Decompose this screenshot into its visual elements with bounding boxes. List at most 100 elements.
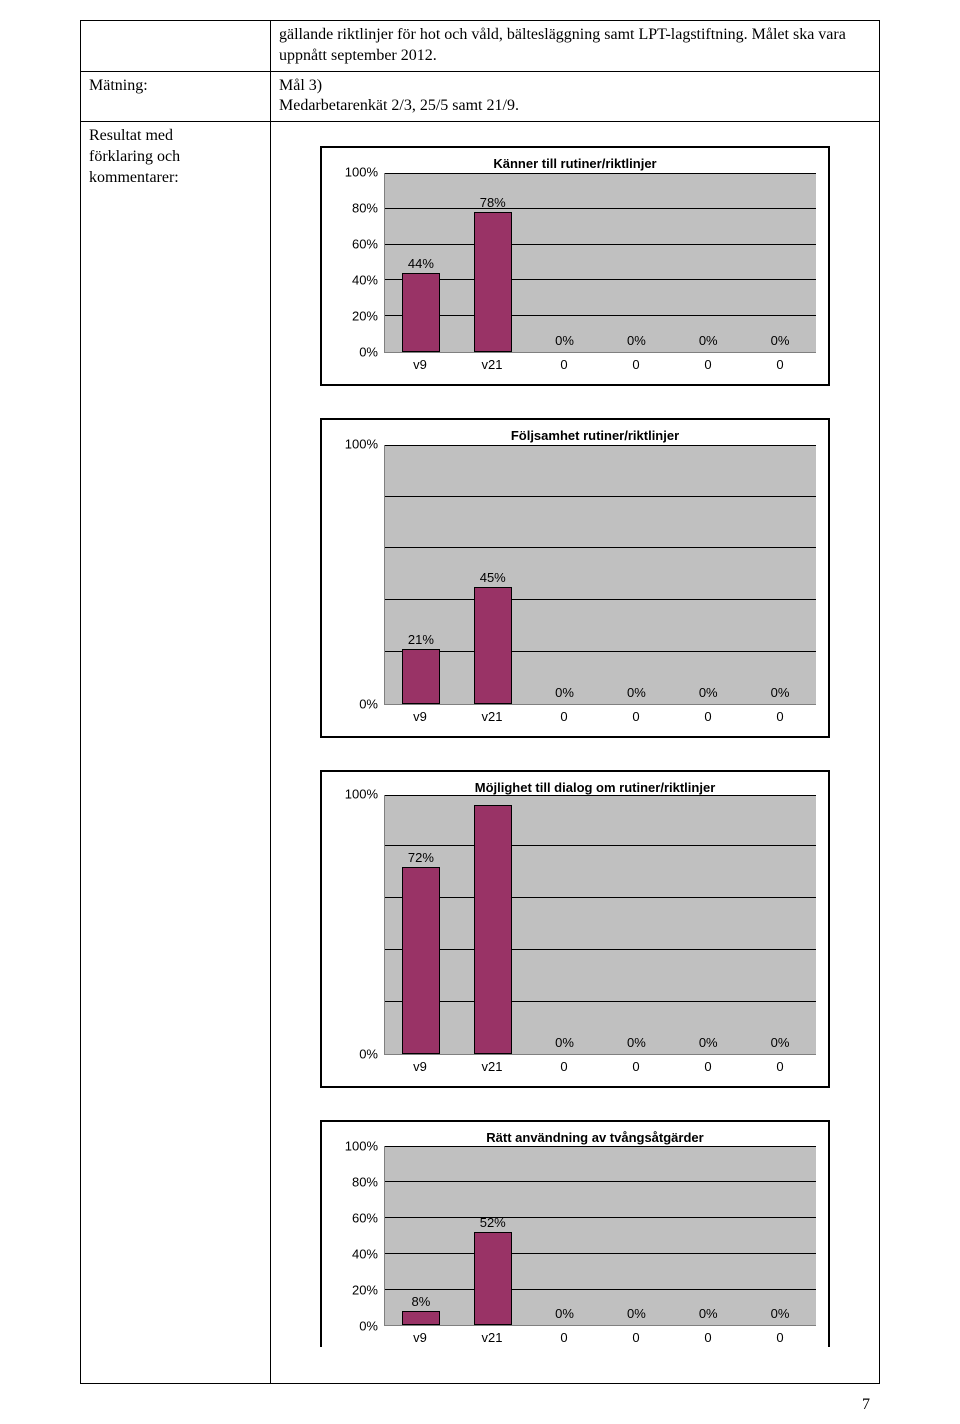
chart-2-title: Följsamhet rutiner/riktlinjer <box>334 428 816 445</box>
xlabel: 0 <box>672 353 744 374</box>
bar-slot: 0% <box>600 173 672 352</box>
ylabel: 0% <box>359 696 378 713</box>
bar-slot: 0% <box>672 795 744 1054</box>
ylabel: 0% <box>359 345 378 362</box>
bar-value: 0% <box>617 1035 655 1052</box>
bar-slot: 0% <box>672 173 744 352</box>
chart-2-box: Följsamhet rutiner/riktlinjer 100% 0% <box>320 418 830 738</box>
bar: 0% <box>617 703 655 704</box>
bar-value: 21% <box>403 632 439 649</box>
bar-slot: 0% <box>529 445 601 704</box>
bar: 0% <box>689 1053 727 1054</box>
ylabel: 60% <box>352 237 378 254</box>
bar-value: 0% <box>617 685 655 702</box>
bar: 0% <box>546 703 584 704</box>
bar: 0% <box>617 1053 655 1054</box>
bar-slot: 0% <box>672 1146 744 1325</box>
bar-slot: 44% <box>385 173 457 352</box>
row-resultat-label-l3: kommentarer: <box>89 169 179 186</box>
bar-value: 45% <box>475 570 511 587</box>
xlabel: 0 <box>528 1326 600 1347</box>
chart-1-title: Känner till rutiner/riktlinjer <box>334 156 816 173</box>
xlabel: 0 <box>600 1055 672 1076</box>
xlabel: 0 <box>600 705 672 726</box>
chart-3-xaxis: v9 v21 0 0 0 0 <box>384 1055 816 1076</box>
bar-value: 0% <box>761 685 799 702</box>
bar-value: 78% <box>475 195 511 212</box>
chart-2: Följsamhet rutiner/riktlinjer 100% 0% <box>320 418 830 738</box>
row-resultat-label-l1: Resultat med <box>89 127 173 144</box>
bar-slot: 0% <box>744 445 816 704</box>
xlabel: 0 <box>744 1055 816 1076</box>
chart-3-plot: 72% 0% 0% 0% 0% <box>384 795 816 1055</box>
bar: 8% <box>402 1311 440 1325</box>
chart-2-bars: 21% 45% 0% 0% 0% 0% <box>385 445 816 704</box>
bar-value: 72% <box>403 850 439 867</box>
chart-4-yaxis: 100% 80% 60% 40% 20% 0% <box>334 1146 384 1326</box>
chart-2-yaxis: 100% 0% <box>334 445 384 705</box>
chart-4-plot: 8% 52% 0% 0% 0% 0% <box>384 1146 816 1326</box>
ylabel: 20% <box>352 1282 378 1299</box>
chart-3: Möjlighet till dialog om rutiner/riktlin… <box>320 770 830 1088</box>
bar: 0% <box>689 351 727 352</box>
xlabel: v9 <box>384 353 456 374</box>
xlabel: v21 <box>456 1326 528 1347</box>
row-matning-label: Mätning: <box>81 72 271 122</box>
xlabel: v21 <box>456 705 528 726</box>
chart-4: Rätt användning av tvångsåtgärder 100% 8… <box>320 1120 830 1348</box>
xlabel: 0 <box>528 353 600 374</box>
bar-slot: 0% <box>529 795 601 1054</box>
chart-1-bars: 44% 78% 0% 0% 0% 0% <box>385 173 816 352</box>
ylabel: 100% <box>345 1138 378 1155</box>
bar: 0% <box>617 351 655 352</box>
ylabel: 80% <box>352 201 378 218</box>
chart-4-box: Rätt användning av tvångsåtgärder 100% 8… <box>320 1120 830 1348</box>
chart-4-bars: 8% 52% 0% 0% 0% 0% <box>385 1146 816 1325</box>
bar-value: 0% <box>761 1306 799 1323</box>
xlabel: 0 <box>600 353 672 374</box>
xlabel: v9 <box>384 1326 456 1347</box>
chart-3-box: Möjlighet till dialog om rutiner/riktlin… <box>320 770 830 1088</box>
bar-value: 0% <box>689 1306 727 1323</box>
row-header-text: gällande riktlinjer för hot och våld, bä… <box>271 21 879 71</box>
bar-slot: 0% <box>744 795 816 1054</box>
bar-value: 0% <box>617 1306 655 1323</box>
xlabel: 0 <box>744 1326 816 1347</box>
chart-2-plotrow: 100% 0% 21% 45% <box>334 445 816 705</box>
chart-1-plot: 44% 78% 0% 0% 0% 0% <box>384 173 816 353</box>
bar: 0% <box>761 1053 799 1054</box>
ylabel: 40% <box>352 1246 378 1263</box>
xlabel: 0 <box>744 353 816 374</box>
bar-value: 44% <box>403 256 439 273</box>
bar: 0% <box>689 703 727 704</box>
row-matning: Mätning: Mål 3) Medarbetarenkät 2/3, 25/… <box>81 72 879 123</box>
chart-3-bars: 72% 0% 0% 0% 0% <box>385 795 816 1054</box>
chart-1: Känner till rutiner/riktlinjer 100% 80% … <box>320 146 830 386</box>
bar-value: 0% <box>546 333 584 350</box>
chart-1-plotrow: 100% 80% 60% 40% 20% 0% <box>334 173 816 353</box>
xlabel: 0 <box>672 705 744 726</box>
bar-value: 0% <box>617 333 655 350</box>
chart-2-xaxis: v9 v21 0 0 0 0 <box>384 705 816 726</box>
ylabel: 100% <box>345 436 378 453</box>
bar: 0% <box>761 1324 799 1325</box>
ylabel: 60% <box>352 1210 378 1227</box>
bar-value: 0% <box>689 333 727 350</box>
ylabel: 100% <box>345 165 378 182</box>
bar-slot: 0% <box>600 445 672 704</box>
ylabel: 0% <box>359 1046 378 1063</box>
ylabel: 0% <box>359 1318 378 1335</box>
row-resultat: Resultat med förklaring och kommentarer:… <box>81 122 879 1383</box>
bar: 0% <box>546 1324 584 1325</box>
bar-slot: 52% <box>457 1146 529 1325</box>
bar-slot: 72% <box>385 795 457 1054</box>
bar: 0% <box>761 351 799 352</box>
bar: 0% <box>689 1324 727 1325</box>
xlabel: 0 <box>600 1326 672 1347</box>
bar-slot: 45% <box>457 445 529 704</box>
bar-value: 52% <box>475 1215 511 1232</box>
xlabel: v21 <box>456 1055 528 1076</box>
row-resultat-label: Resultat med förklaring och kommentarer: <box>81 122 271 1383</box>
xlabel: 0 <box>528 1055 600 1076</box>
bar: 72% <box>402 867 440 1053</box>
